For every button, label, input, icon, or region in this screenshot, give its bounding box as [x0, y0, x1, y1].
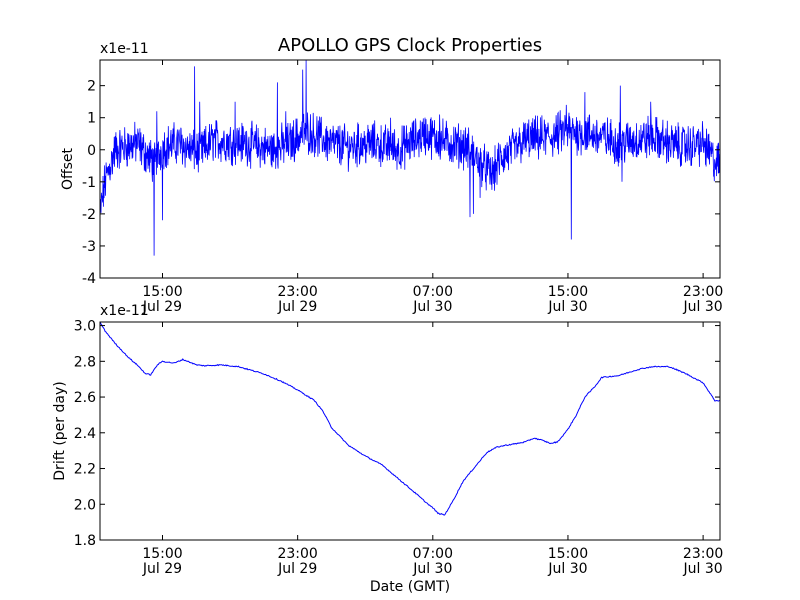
- offset-ytick-label: -1: [82, 175, 96, 191]
- drift-axes-frame: [99, 321, 721, 541]
- drift-xtick-date-label: Jul 29: [142, 561, 182, 577]
- drift-xtick-date-label: Jul 30: [547, 561, 587, 577]
- offset-ytick-label: 0: [87, 143, 96, 159]
- offset-xtick-time-label: 23:00: [683, 284, 723, 300]
- drift-ytick-label: 3.0: [74, 319, 96, 335]
- drift-ytick-label: 1.8: [74, 533, 96, 549]
- x-axis-label: Date (GMT): [370, 579, 450, 595]
- offset-series-line: [100, 60, 720, 256]
- offset-xtick-date-label: Jul 29: [277, 299, 317, 315]
- offset-ytick-label: -4: [82, 271, 96, 287]
- drift-ytick-label: 2.0: [74, 497, 96, 513]
- offset-xtick-date-label: Jul 30: [412, 299, 452, 315]
- drift-xtick-time-label: 23:00: [277, 546, 317, 562]
- drift-xtick-time-label: 15:00: [142, 546, 182, 562]
- drift-xtick-date-label: Jul 30: [683, 561, 723, 577]
- drift-ytick-label: 2.2: [74, 462, 96, 478]
- offset-xtick-time-label: 23:00: [277, 284, 317, 300]
- offset-scale-label: x1e-11: [100, 41, 149, 57]
- drift-xtick-date-label: Jul 29: [277, 561, 317, 577]
- drift-xtick-time-label: 07:00: [413, 546, 453, 562]
- drift-series-line: [100, 322, 720, 516]
- offset-xtick-time-label: 15:00: [142, 284, 182, 300]
- offset-ytick-label: -3: [82, 239, 96, 255]
- drift-xtick-date-label: Jul 30: [412, 561, 452, 577]
- offset-xtick-date-label: Jul 30: [547, 299, 587, 315]
- drift-scale-label: x1e-11: [100, 303, 149, 319]
- offset-xtick-time-label: 07:00: [413, 284, 453, 300]
- offset-axes-frame: [99, 59, 721, 279]
- drift-ytick-label: 2.8: [74, 354, 96, 370]
- offset-ytick-label: 2: [87, 79, 96, 95]
- chart-title: APOLLO GPS Clock Properties: [278, 35, 542, 56]
- offset-ytick-label: 1: [87, 111, 96, 127]
- offset-y-axis-label: Offset: [60, 147, 76, 190]
- drift-ytick-label: 2.4: [74, 426, 96, 442]
- drift-ytick-label: 2.6: [74, 390, 96, 406]
- offset-ytick-label: -2: [82, 207, 96, 223]
- drift-xtick-time-label: 15:00: [548, 546, 588, 562]
- offset-xtick-time-label: 15:00: [548, 284, 588, 300]
- drift-y-axis-label: Drift (per day): [52, 381, 68, 480]
- offset-xtick-date-label: Jul 29: [142, 299, 182, 315]
- offset-xtick-date-label: Jul 30: [683, 299, 723, 315]
- drift-xtick-time-label: 23:00: [683, 546, 723, 562]
